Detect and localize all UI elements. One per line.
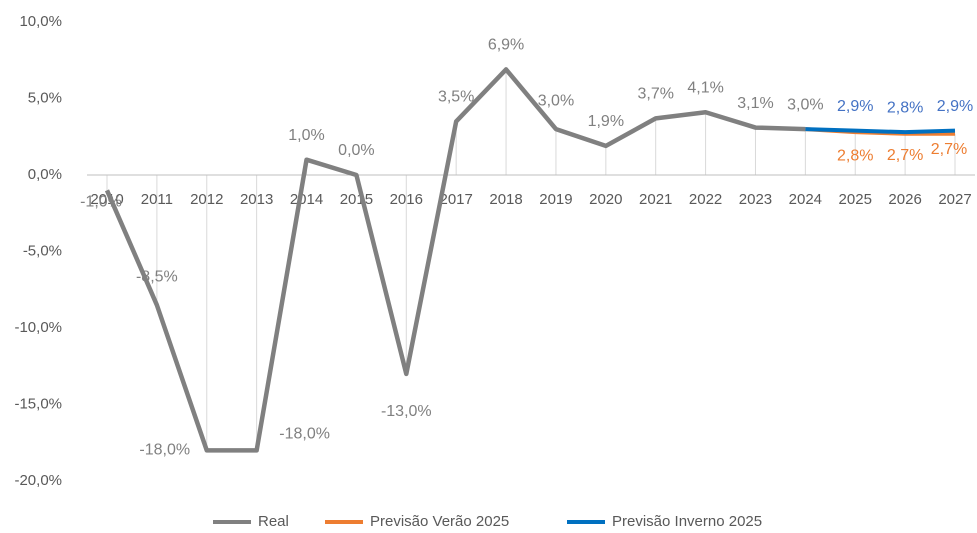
data-label: -1,0% <box>80 194 122 211</box>
data-label: 0,0% <box>338 142 374 159</box>
data-label: 6,9% <box>488 37 524 54</box>
x-tick-label: 2014 <box>290 191 323 208</box>
data-label: 4,1% <box>687 79 723 96</box>
data-label: 2,8% <box>887 99 923 116</box>
legend-label: Previsão Inverno 2025 <box>612 513 762 530</box>
data-label: 3,1% <box>737 95 773 112</box>
data-label: 1,9% <box>588 113 624 130</box>
data-label: 2,7% <box>931 141 967 158</box>
y-tick-label: -20,0% <box>14 472 62 489</box>
x-tick-label: 2026 <box>888 191 921 208</box>
series-line <box>104 67 806 453</box>
data-label: 3,7% <box>637 86 673 103</box>
data-label: -8,5% <box>136 268 178 285</box>
x-tick-label: 2021 <box>639 191 672 208</box>
y-tick-label: 5,0% <box>28 89 62 106</box>
x-tick-label: 2015 <box>340 191 373 208</box>
data-label: 1,0% <box>288 127 324 144</box>
x-tick-label: 2024 <box>789 191 822 208</box>
x-tick-label: 2025 <box>839 191 872 208</box>
data-label: 2,9% <box>937 98 973 115</box>
legend-label: Previsão Verão 2025 <box>370 513 509 530</box>
data-label: 3,5% <box>438 89 474 106</box>
data-label: -18,0% <box>139 442 190 459</box>
data-label: 2,9% <box>837 98 873 115</box>
x-tick-label: 2027 <box>938 191 971 208</box>
y-tick-label: -15,0% <box>14 395 62 412</box>
x-tick-label: 2017 <box>439 191 472 208</box>
series-line <box>805 127 956 135</box>
x-tick-label: 2019 <box>539 191 572 208</box>
x-tick-label: 2010 <box>90 191 123 208</box>
data-label: 3,0% <box>538 92 574 109</box>
x-tick-label: 2022 <box>689 191 722 208</box>
x-tick-label: 2023 <box>739 191 772 208</box>
x-tick-label: 2011 <box>141 191 173 208</box>
data-label: 3,0% <box>787 96 823 113</box>
data-label: -18,0% <box>279 426 330 443</box>
x-tick-label: 2018 <box>489 191 522 208</box>
data-label: 2,8% <box>837 147 873 164</box>
y-tick-label: 0,0% <box>28 166 62 183</box>
x-tick-label: 2013 <box>240 191 273 208</box>
x-tick-label: 2016 <box>390 191 423 208</box>
y-tick-label: -10,0% <box>14 319 62 336</box>
y-tick-label: -5,0% <box>23 242 62 259</box>
data-label: -13,0% <box>381 403 432 420</box>
y-tick-label: 10,0% <box>19 13 62 30</box>
x-tick-label: 2020 <box>589 191 622 208</box>
x-tick-label: 2012 <box>190 191 223 208</box>
legend-label: Real <box>258 513 289 530</box>
data-label: 2,7% <box>887 147 923 164</box>
